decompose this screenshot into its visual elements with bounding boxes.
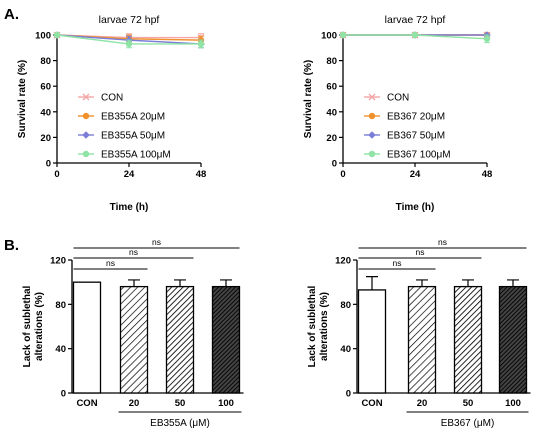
- y-axis-label: Lack of sublethalalterations (%): [307, 285, 330, 367]
- chart-title: larvae 72 hpf: [385, 14, 446, 26]
- legend-label: EB367 50μM: [387, 131, 445, 142]
- y-tick-label: 100: [35, 31, 51, 42]
- bar: [407, 285, 437, 394]
- bar: [119, 285, 149, 394]
- data-point: [483, 35, 491, 43]
- x-tick-label: 50: [463, 398, 474, 409]
- error-bar: [416, 279, 428, 287]
- y-tick-label: 0: [332, 159, 337, 170]
- panel-label-a: A.: [4, 6, 19, 23]
- y-axis-label: Survival rate (%): [303, 60, 314, 138]
- y-tick-label: 100: [321, 31, 337, 42]
- significance-label: ns: [152, 237, 161, 247]
- data-point: [339, 31, 347, 39]
- legend-marker: [82, 93, 90, 101]
- x-axis-label: Time (h): [110, 202, 149, 213]
- y-tick-label: 40: [326, 107, 337, 118]
- bar: [72, 281, 102, 394]
- legend-marker: [82, 150, 90, 158]
- legend-marker: [368, 112, 376, 120]
- y-tick-label: 120: [335, 256, 351, 267]
- x-tick-label: 0: [340, 169, 345, 180]
- legend-marker: [82, 131, 90, 139]
- legend-label: CON: [387, 93, 409, 104]
- x-tick-label: 20: [129, 398, 140, 409]
- error-bar: [128, 279, 140, 287]
- chart-title: larvae 72 hpf: [99, 14, 160, 26]
- y-tick-label: 60: [326, 82, 337, 93]
- legend-label: EB355A 100μM: [101, 150, 171, 161]
- significance-label: ns: [438, 237, 447, 247]
- data-point: [197, 40, 205, 48]
- error-bar: [220, 279, 232, 287]
- panel-label-b: B.: [4, 237, 19, 254]
- y-tick-label: 80: [326, 56, 337, 67]
- x-tick-label: 24: [410, 169, 421, 180]
- error-bar: [366, 276, 378, 290]
- bar: [357, 289, 387, 394]
- x-tick-label: 100: [505, 398, 521, 409]
- x-tick-label: CON: [76, 398, 97, 409]
- bar: [498, 285, 528, 394]
- y-tick-label: 40: [55, 344, 66, 355]
- y-tick-label: 20: [326, 133, 337, 144]
- legend-label: EB367 100μM: [387, 150, 451, 161]
- y-axis-label: Lack of sublethalalterations (%): [22, 285, 45, 367]
- chart-b-eb367-sublethal: 0 40 80 120 Lack of sublethalalterations (%)…: [307, 237, 531, 429]
- x-tick-label: CON: [361, 398, 382, 409]
- legend-label: EB367 20μM: [387, 112, 445, 123]
- y-tick-label: 0: [46, 159, 51, 170]
- y-tick-label: 80: [55, 300, 66, 311]
- significance-label: ns: [106, 258, 115, 268]
- y-tick-label: 40: [40, 107, 51, 118]
- x-tick-label: 50: [175, 398, 186, 409]
- y-tick-label: 0: [61, 389, 66, 400]
- x-tick-label: 0: [54, 169, 59, 180]
- x-tick-label: 24: [124, 169, 135, 180]
- error-bar: [507, 279, 519, 287]
- y-tick-label: 40: [340, 344, 351, 355]
- x-tick-label: 48: [482, 169, 493, 180]
- y-tick-label: 80: [340, 300, 351, 311]
- legend-marker: [368, 131, 376, 139]
- significance-label: ns: [129, 247, 138, 257]
- bar: [453, 285, 483, 394]
- legend-label: CON: [101, 93, 123, 104]
- legend-marker: [368, 93, 376, 101]
- legend-marker: [368, 150, 376, 158]
- y-axis-label: Survival rate (%): [17, 60, 28, 138]
- y-tick-label: 80: [40, 56, 51, 67]
- significance-label: ns: [416, 247, 425, 257]
- legend-label: EB355A 20μM: [101, 112, 165, 123]
- error-bar: [174, 279, 186, 287]
- legend-marker: [82, 112, 90, 120]
- chart-a-eb355a-survival: larvae 72 hpf 0 20 40 60 80 100 0 24 48 Time (h) Su…: [17, 14, 206, 213]
- data-point: [411, 31, 419, 39]
- x-tick-label: 100: [218, 398, 234, 409]
- y-tick-label: 0: [346, 389, 351, 400]
- bar: [211, 285, 241, 394]
- x-tick-label: 20: [417, 398, 428, 409]
- x-axis-label: Time (h): [396, 202, 435, 213]
- chart-b-eb355a-sublethal: 0 40 80 120 Lack of sublethalalterations (%)…: [22, 237, 244, 429]
- group-label: EB367 (μM): [441, 418, 495, 429]
- y-tick-label: 60: [40, 82, 51, 93]
- bar: [165, 285, 195, 394]
- data-point: [125, 40, 133, 48]
- x-tick-label: 48: [196, 169, 207, 180]
- legend-label: EB355A 50μM: [101, 131, 165, 142]
- significance-label: ns: [393, 258, 402, 268]
- chart-a-eb367-survival: larvae 72 hpf 0 20 40 60 80 100 0 24 48 Time (h) Su…: [303, 14, 492, 213]
- error-bar: [462, 279, 474, 287]
- data-point: [53, 31, 61, 39]
- y-tick-label: 120: [50, 256, 66, 267]
- y-tick-label: 20: [40, 133, 51, 144]
- group-label: EB355A (μM): [150, 418, 210, 429]
